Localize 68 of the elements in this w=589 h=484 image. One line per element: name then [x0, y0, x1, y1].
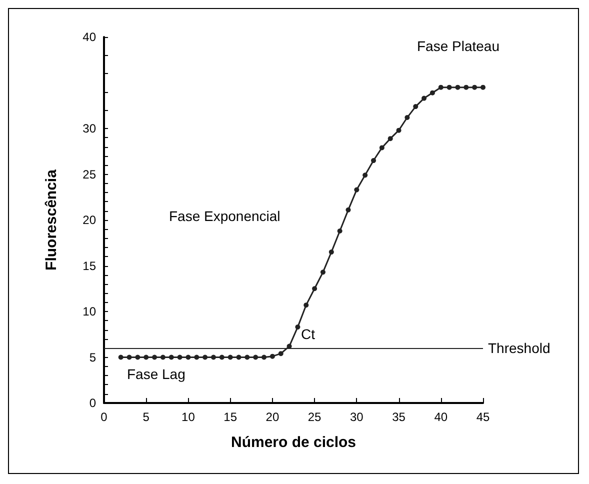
- point: [404, 115, 410, 120]
- y-tick-label: 30: [82, 122, 96, 136]
- point: [346, 207, 351, 212]
- point: [371, 158, 376, 164]
- point: [446, 84, 452, 90]
- point: [328, 250, 334, 255]
- point: [396, 128, 402, 133]
- y-tick-label: 10: [82, 304, 96, 318]
- point: [144, 354, 149, 360]
- point: [278, 351, 284, 356]
- x-tick-label: 35: [392, 410, 406, 424]
- annotation: Fase Lag: [127, 366, 186, 382]
- point: [422, 96, 427, 101]
- point: [438, 84, 444, 90]
- point: [118, 354, 124, 360]
- y-tick-label: 5: [89, 350, 96, 364]
- x-axis-title: Número de ciclos: [230, 434, 356, 451]
- y-tick-label: 20: [82, 213, 96, 227]
- y-tick-label: 40: [82, 30, 96, 44]
- point: [430, 90, 435, 96]
- point: [413, 104, 418, 110]
- point: [168, 354, 174, 360]
- x-tick-label: 5: [142, 410, 150, 424]
- point: [160, 354, 166, 360]
- point: [202, 354, 208, 360]
- x-tick-label: 0: [100, 410, 108, 424]
- point: [177, 354, 182, 360]
- point: [295, 324, 300, 330]
- x-tick-label: 20: [266, 410, 280, 424]
- x-tick-label: 40: [434, 410, 448, 424]
- point: [480, 84, 486, 90]
- ref-line-label: Threshold: [488, 340, 550, 356]
- point: [152, 354, 158, 360]
- x-tick-label: 30: [350, 410, 364, 424]
- point: [337, 228, 342, 234]
- point: [270, 354, 275, 359]
- point: [244, 354, 250, 360]
- point: [455, 84, 460, 90]
- y-tick-label: 15: [82, 258, 96, 273]
- point: [464, 84, 469, 90]
- point: [228, 354, 233, 360]
- x-tick-label: 25: [308, 410, 322, 424]
- point: [320, 270, 326, 275]
- x-tick-label: 15: [224, 410, 238, 424]
- x-tick-label: 10: [182, 410, 196, 424]
- point: [126, 354, 132, 360]
- point: [186, 354, 191, 360]
- annotation: Ct: [301, 326, 316, 342]
- point: [379, 145, 384, 150]
- point: [262, 354, 267, 360]
- point: [219, 354, 224, 360]
- annotation: Fase Plateau: [417, 38, 500, 54]
- point: [236, 354, 242, 360]
- point: [388, 136, 393, 142]
- point: [210, 354, 216, 360]
- point: [194, 354, 200, 360]
- y-tick-label: 25: [82, 167, 96, 182]
- point: [472, 84, 478, 90]
- x-tick-label: 45: [476, 410, 490, 424]
- point: [304, 302, 309, 308]
- point: [312, 286, 318, 292]
- point: [135, 354, 140, 360]
- annotation: Fase Exponencial: [169, 208, 280, 224]
- point: [354, 187, 360, 192]
- y-tick-label: 0: [89, 396, 96, 410]
- y-axis-title: Fluorescência: [43, 168, 60, 270]
- point: [362, 172, 368, 178]
- point: [253, 354, 258, 360]
